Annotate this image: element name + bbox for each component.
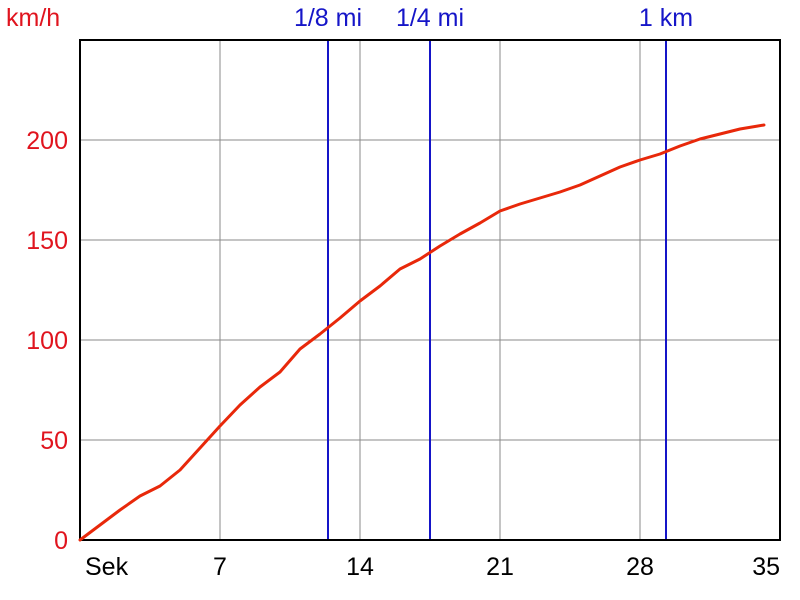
series-layer xyxy=(78,123,766,542)
x-tick-label-1: 7 xyxy=(213,553,227,581)
x-tick-labels: Sek 7 14 21 28 35 xyxy=(85,553,780,581)
marker-label-0: 1/8 mi xyxy=(294,4,362,32)
y-tick-label-4: 200 xyxy=(26,127,68,155)
y-tick-labels: 0 50 100 150 200 xyxy=(26,127,68,555)
marker-labels: 1/8 mi 1/4 mi 1 km xyxy=(294,4,693,32)
y-tick-label-3: 150 xyxy=(26,227,68,255)
x-tick-label-3: 21 xyxy=(486,553,514,581)
speed-series-line-0 xyxy=(78,123,766,542)
marker-label-2: 1 km xyxy=(639,4,693,32)
y-axis-unit-label: km/h xyxy=(6,4,60,32)
y-tick-label-1: 50 xyxy=(40,427,68,455)
x-tick-label-5: 35 xyxy=(752,553,780,581)
distance-markers xyxy=(327,40,667,540)
x-tick-label-4: 28 xyxy=(626,553,654,581)
marker-label-1: 1/4 mi xyxy=(396,4,464,32)
x-tick-label-0: Sek xyxy=(85,553,129,581)
plot-frame xyxy=(79,39,781,541)
y-tick-label-0: 0 xyxy=(54,527,68,555)
x-tick-label-2: 14 xyxy=(346,553,374,581)
y-tick-label-2: 100 xyxy=(26,327,68,355)
